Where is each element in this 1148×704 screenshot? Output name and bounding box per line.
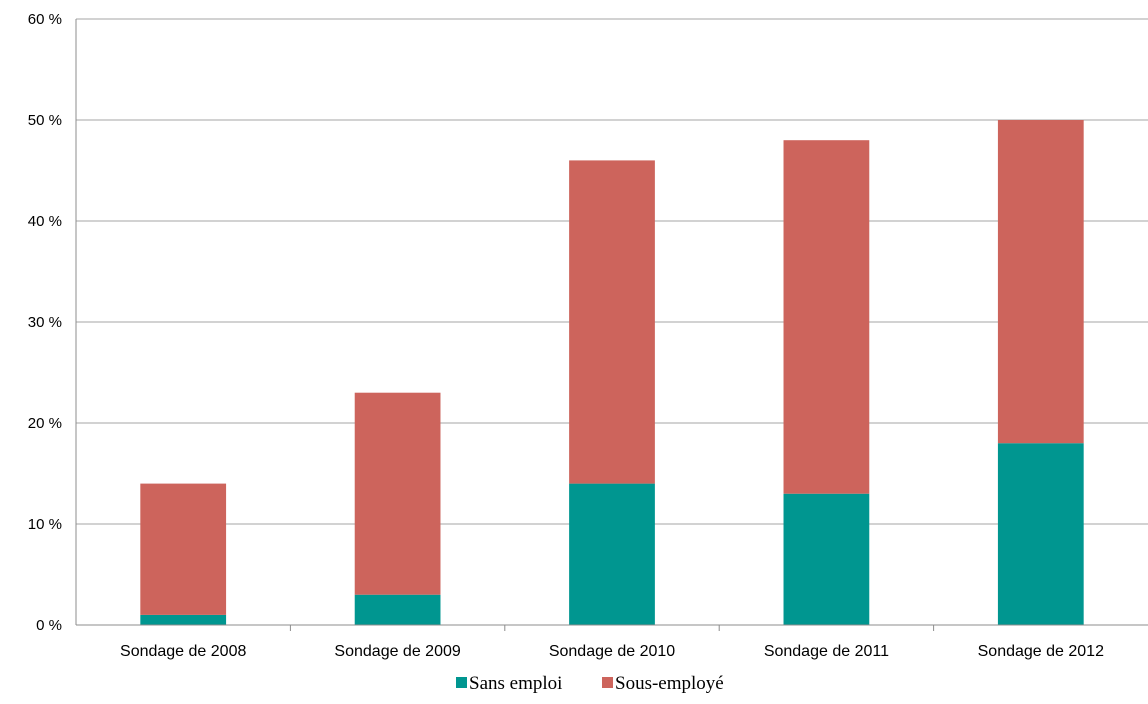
y-tick-label: 20 %: [28, 415, 62, 432]
y-tick-label: 40 %: [28, 213, 62, 230]
y-tick-label: 0 %: [36, 617, 62, 634]
x-tick-labels: Sondage de 2008 Sondage de 2009 Sondage de…: [120, 643, 1104, 660]
y-tick-label: 10 %: [28, 516, 62, 533]
bar-sans-emploi-2: [569, 483, 655, 625]
legend-label-sans-emploi: Sans emploi: [469, 673, 562, 694]
axes: [75, 19, 1148, 631]
y-tick-label: 60 %: [28, 11, 62, 28]
y-tick-labels: 0 % 10 % 20 % 30 % 40 % 50 % 60 %: [28, 11, 62, 634]
bar-sous-employe-3: [783, 140, 870, 494]
y-tick-label: 50 %: [28, 112, 62, 129]
y-tick-label: 30 %: [28, 314, 62, 331]
x-tick-label: Sondage de 2010: [549, 643, 675, 660]
x-tick-label: Sondage de 2012: [978, 643, 1104, 660]
legend-label-sous-employe: Sous-employé: [615, 673, 724, 694]
bar-sans-emploi-4: [997, 443, 1084, 625]
bar-sous-employe-4: [997, 120, 1084, 444]
x-tick-label: Sondage de 2009: [334, 643, 460, 660]
legend: Sans emploi Sous-employé: [456, 673, 724, 694]
bars: [140, 120, 1084, 625]
bar-sans-emploi-3: [783, 493, 870, 625]
bar-sans-emploi-0: [140, 614, 227, 625]
legend-swatch-sans-emploi: [456, 677, 467, 688]
bar-sous-employe-1: [354, 392, 441, 595]
bar-sous-employe-0: [140, 483, 227, 615]
bar-sans-emploi-1: [354, 594, 441, 625]
legend-swatch-sous-employe: [602, 677, 613, 688]
x-tick-label: Sondage de 2011: [764, 643, 889, 660]
x-tick-label: Sondage de 2008: [120, 643, 246, 660]
bar-sous-employe-2: [569, 160, 655, 484]
